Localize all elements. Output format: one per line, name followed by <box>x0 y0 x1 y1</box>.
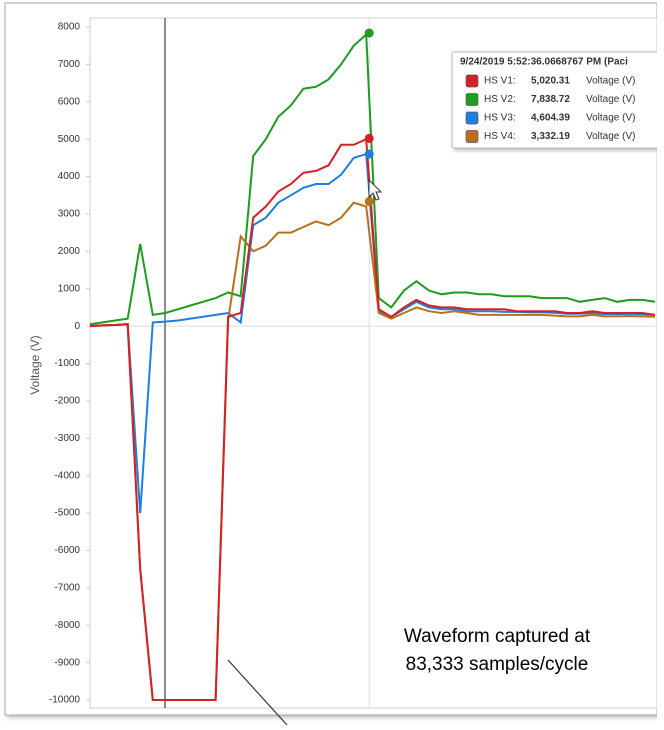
legend-swatch <box>465 93 479 106</box>
highlight-dot <box>364 149 374 159</box>
legend-swatch <box>465 111 479 125</box>
series-line <box>89 32 656 326</box>
annotation: Waveform captured at <box>404 626 591 647</box>
y-tick-label: -1000 <box>54 358 80 369</box>
y-tick-label: -2000 <box>54 396 80 407</box>
tooltip-unit: Voltage (V) <box>586 113 635 124</box>
y-axis-label: Voltage (V) <box>28 335 42 394</box>
tooltip-unit: Voltage (V) <box>586 131 635 142</box>
legend-swatch <box>465 130 479 143</box>
y-tick-label: 5000 <box>58 134 81 145</box>
y-tick-label: 8000 <box>58 22 81 33</box>
tooltip-unit: Voltage (V) <box>586 94 635 105</box>
tooltip-value: 3,332.19 <box>531 131 570 142</box>
tooltip-value: 7,838.72 <box>531 94 570 105</box>
y-tick-label: 2000 <box>58 246 81 257</box>
tooltip-value: 5,020.31 <box>531 76 570 87</box>
legend-label: HS V4: <box>484 131 516 142</box>
y-tick-label: 0 <box>74 321 80 332</box>
y-tick-label: 1000 <box>58 283 81 294</box>
y-tick-label: -3000 <box>54 433 80 444</box>
y-tick-label: -5000 <box>54 508 80 519</box>
legend-label: HS V1: <box>484 76 516 87</box>
tooltip-unit: Voltage (V) <box>586 76 635 87</box>
y-tick-label: 4000 <box>58 171 81 182</box>
legend-swatch <box>465 74 479 88</box>
tooltip: 9/24/2019 5:52:36.0668767 PM (Paci HS V1:… <box>451 51 664 149</box>
annotation: 83,333 samples/cycle <box>406 654 589 675</box>
tooltip-box <box>451 51 664 149</box>
legend-label: HS V2: <box>484 94 516 105</box>
highlight-dot <box>364 197 374 207</box>
y-tick-label: -8000 <box>54 620 80 631</box>
frame-cover <box>657 0 664 725</box>
y-tick-label: -9000 <box>54 657 80 668</box>
legend-label: HS V3: <box>484 113 516 124</box>
highlight-dot <box>364 28 374 38</box>
mouse-pointer <box>368 178 383 201</box>
annotation-arrow <box>227 659 288 726</box>
tooltip-value: 4,604.39 <box>531 113 570 124</box>
y-tick-label: -10000 <box>49 695 81 706</box>
y-tick-label: 7000 <box>58 59 81 70</box>
y-tick-label: -7000 <box>54 582 80 593</box>
y-tick-label: 6000 <box>58 96 81 107</box>
tooltip-title: 9/24/2019 5:52:36.0668767 PM (Paci <box>460 57 628 68</box>
series-line <box>89 137 656 701</box>
y-tick-label: 3000 <box>58 209 81 220</box>
highlight-dot <box>364 133 374 143</box>
y-tick-label: -4000 <box>54 470 80 481</box>
y-tick-label: -6000 <box>54 545 80 556</box>
